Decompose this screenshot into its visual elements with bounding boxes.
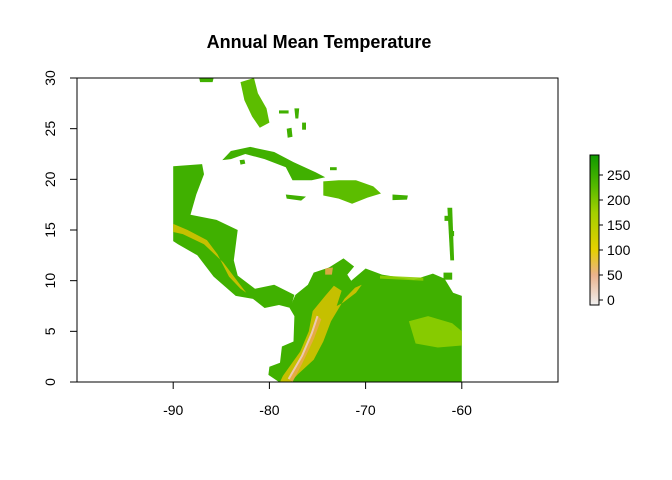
island-bahamas-inagua <box>330 167 337 171</box>
y-tick-label: 10 <box>42 273 58 289</box>
y-tick-label: 25 <box>42 121 58 137</box>
relief-andes-peak-line <box>287 315 319 380</box>
land-yucatan-and-central-america <box>173 164 295 308</box>
land-florida <box>240 78 270 128</box>
y-tick-label: 5 <box>42 327 58 335</box>
figure-title: Annual Mean Temperature <box>207 32 432 52</box>
legend-tick-label: 250 <box>607 167 631 183</box>
island-bahamas-abaco <box>294 108 300 119</box>
x-tick-label: -70 <box>355 402 375 418</box>
land-puerto-rico <box>392 194 408 201</box>
island-isla-juventud <box>239 159 246 165</box>
land-cuba <box>222 146 326 181</box>
legend-tick-label: 100 <box>607 242 631 258</box>
island-lesser-antilles-chain <box>447 207 455 261</box>
y-tick-label: 20 <box>42 171 58 187</box>
relief-sierra-nevada <box>325 267 333 275</box>
y-axis: 0 5 10 15 20 25 30 <box>42 70 78 386</box>
relief-venezuelan-coast-range <box>380 275 424 281</box>
color-legend: 0 50 100 150 200 250 <box>589 154 631 308</box>
island-bahamas-grand <box>279 110 289 114</box>
land-hispaniola <box>323 180 381 204</box>
relief-guiana-highlands <box>408 316 462 348</box>
legend-tick-label: 0 <box>607 292 615 308</box>
legend-tick-label: 50 <box>607 267 623 283</box>
x-tick-label: -80 <box>259 402 279 418</box>
y-tick-label: 30 <box>42 70 58 86</box>
island-trinidad <box>443 272 453 280</box>
land-jamaica <box>285 194 306 201</box>
legend-tick-label: 150 <box>607 217 631 233</box>
relief-central-american-highlands <box>173 223 247 293</box>
x-tick-label: -60 <box>452 402 472 418</box>
island-bahamas-andros <box>286 127 293 138</box>
island-panhandle-florida <box>199 78 214 83</box>
legend-tick-label: 200 <box>607 192 631 208</box>
x-axis: -90 -80 -70 -60 <box>163 381 472 418</box>
legend-color-bar <box>589 154 600 306</box>
map-raster <box>173 78 462 382</box>
island-bahamas-eleuthera <box>302 122 306 130</box>
x-tick-label: -90 <box>163 402 183 418</box>
y-tick-label: 15 <box>42 222 58 238</box>
y-tick-label: 0 <box>42 378 58 386</box>
